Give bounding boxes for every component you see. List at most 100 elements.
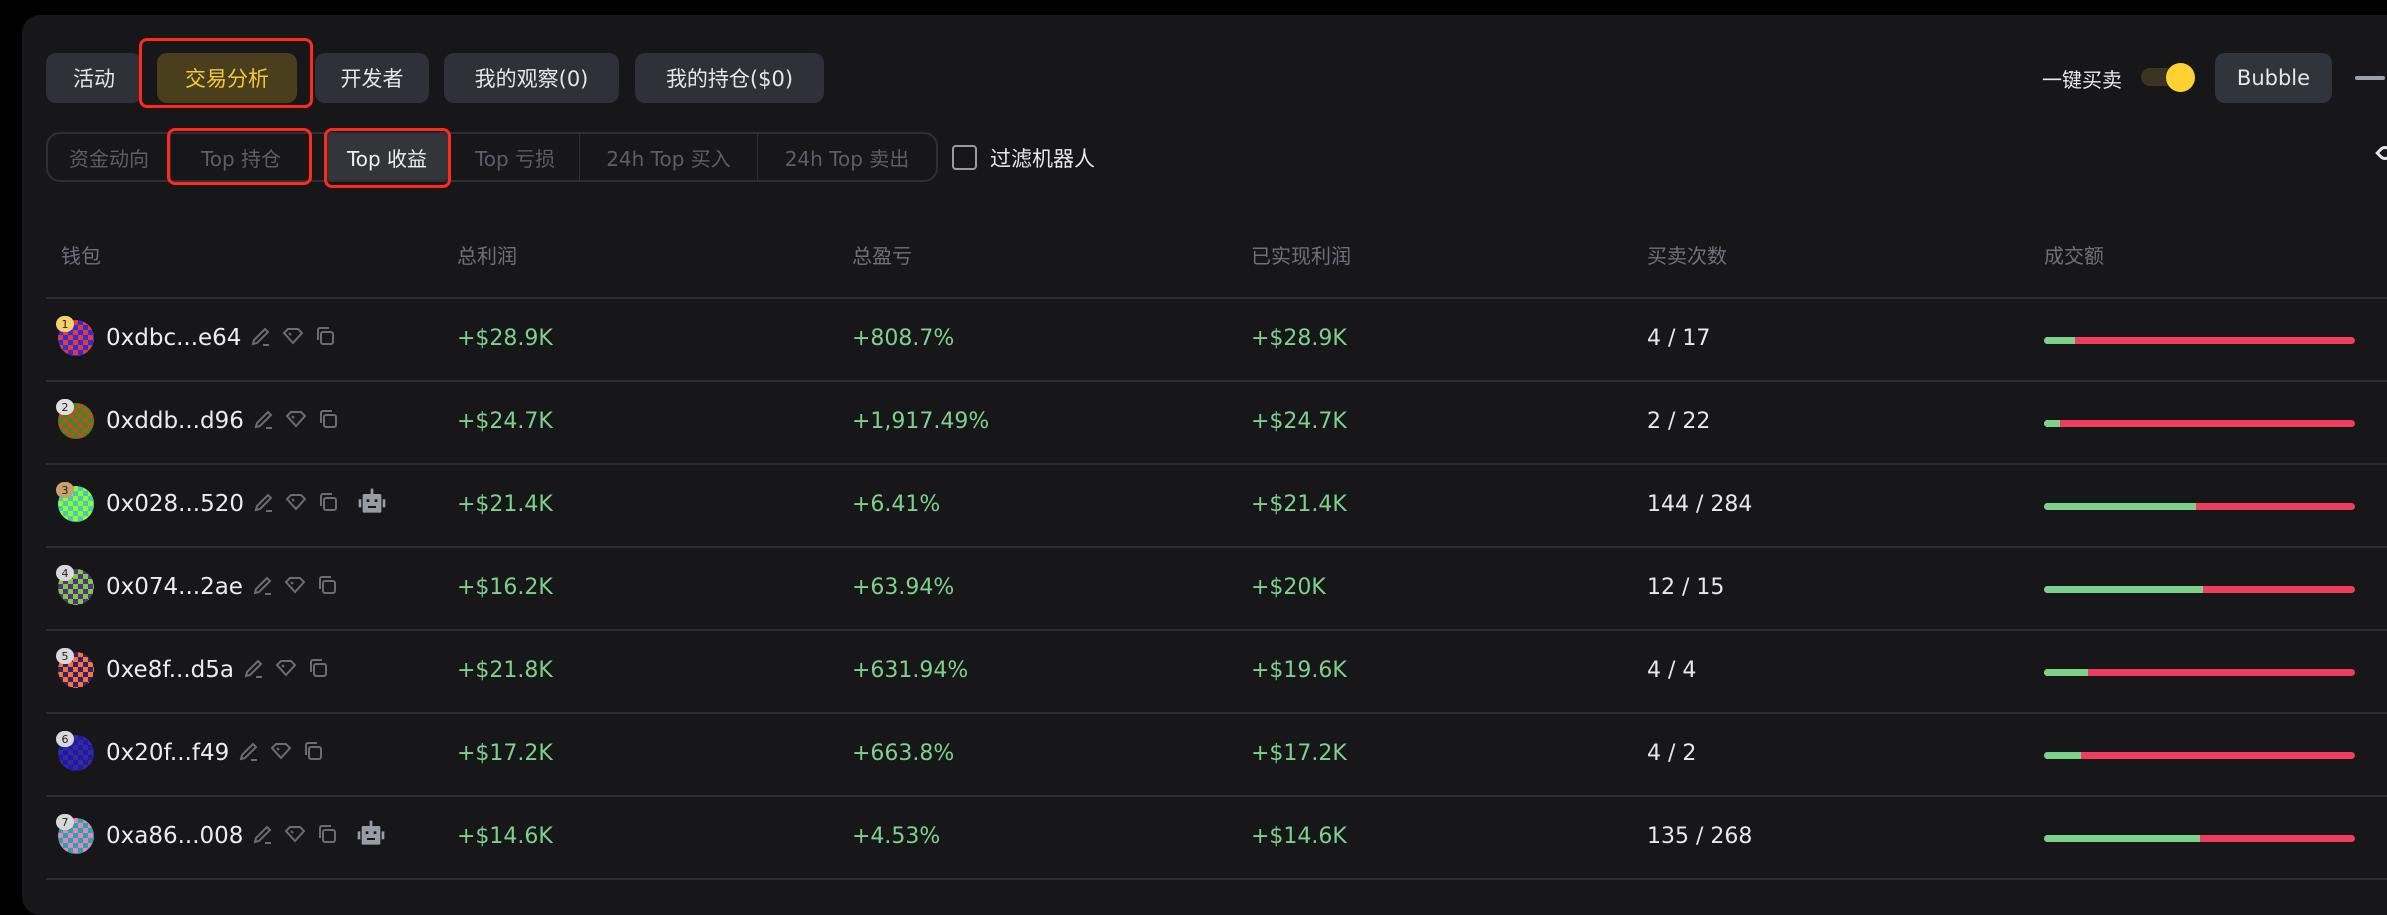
realized-profit: +$24.7K xyxy=(1251,409,1347,434)
wallet-address[interactable]: 0xddb...d96 xyxy=(106,408,244,434)
diamond-icon[interactable] xyxy=(281,324,305,352)
subtab-top-loss[interactable]: Top 亏损 xyxy=(451,134,580,180)
bot-icon xyxy=(348,486,388,522)
header-divider xyxy=(46,297,2387,299)
table-row[interactable]: 1 0xdbc...e64 +$28.9K +808.7% +$28.9K 4 … xyxy=(0,298,2387,382)
bubble-button[interactable]: Bubble xyxy=(2215,53,2332,103)
col-header-total-profit[interactable]: 总利润 xyxy=(457,244,517,268)
col-header-realized-profit[interactable]: 已实现利润 xyxy=(1251,244,1351,268)
tab-developer[interactable]: 开发者 xyxy=(315,53,429,103)
wallet-cell: 6 0x20f...f49 xyxy=(56,731,325,771)
avatar: 1 xyxy=(56,316,94,356)
subtab-top-holdings[interactable]: Top 持仓 xyxy=(171,134,312,180)
edit-icon[interactable] xyxy=(252,407,276,435)
row-divider xyxy=(46,878,2387,880)
total-profit: +$16.2K xyxy=(457,575,553,600)
bot-icon xyxy=(347,818,387,854)
diamond-icon[interactable] xyxy=(283,573,307,601)
wallet-address[interactable]: 0xdbc...e64 xyxy=(106,325,242,351)
trade-count: 4 / 2 xyxy=(1647,741,1697,766)
buy-volume-fill xyxy=(2044,337,2076,344)
edit-icon[interactable] xyxy=(242,656,266,684)
toggle-knob xyxy=(2166,63,2195,92)
trade-count: 4 / 4 xyxy=(1647,658,1697,683)
copy-icon[interactable] xyxy=(306,656,330,684)
diamond-icon[interactable] xyxy=(269,739,293,767)
subtab-fund-flow[interactable]: 资金动向 xyxy=(48,134,171,180)
minimize-icon[interactable] xyxy=(2355,76,2385,80)
copy-icon[interactable] xyxy=(313,324,337,352)
table-row[interactable]: 7 0xa86...008 +$14.6K +4.53% +$14.6K 135… xyxy=(0,796,2387,880)
quick-trade-toggle[interactable] xyxy=(2141,63,2195,92)
volume-bar xyxy=(2044,669,2355,676)
rank-badge: 2 xyxy=(56,399,74,415)
trade-count: 135 / 268 xyxy=(1647,824,1753,849)
total-profit: +$17.2K xyxy=(457,741,553,766)
table-row[interactable]: 2 0xddb...d96 +$24.7K +1,917.49% +$24.7K… xyxy=(0,381,2387,465)
total-pnl: +808.7% xyxy=(852,326,955,351)
row-divider xyxy=(46,712,2387,714)
volume-bar xyxy=(2044,337,2355,344)
col-header-wallet: 钱包 xyxy=(61,244,101,268)
wallet-cell: 2 0xddb...d96 xyxy=(56,399,340,439)
wallet-address[interactable]: 0xa86...008 xyxy=(106,823,244,849)
rank-badge: 6 xyxy=(56,731,74,747)
total-pnl: +631.94% xyxy=(852,658,969,683)
tab-activity[interactable]: 活动 xyxy=(46,53,142,103)
buy-volume-fill xyxy=(2044,420,2060,427)
wallet-address[interactable]: 0x20f...f49 xyxy=(106,740,230,766)
row-divider xyxy=(46,546,2387,548)
row-divider xyxy=(46,380,2387,382)
volume-bar xyxy=(2044,752,2355,759)
row-divider xyxy=(46,795,2387,797)
avatar: 7 xyxy=(56,814,94,854)
edit-icon[interactable] xyxy=(251,573,275,601)
avatar: 5 xyxy=(56,648,94,688)
wallet-address[interactable]: 0xe8f...d5a xyxy=(106,657,235,683)
row-divider xyxy=(46,463,2387,465)
wallet-cell: 4 0x074...2ae xyxy=(56,565,339,605)
copy-icon[interactable] xyxy=(301,739,325,767)
tab-trade-analysis[interactable]: 交易分析 xyxy=(157,53,297,103)
realized-profit: +$20K xyxy=(1251,575,1326,600)
edit-icon[interactable] xyxy=(237,739,261,767)
subtab-24h-top-buy[interactable]: 24h Top 买入 xyxy=(580,134,758,180)
volume-bar xyxy=(2044,420,2355,427)
filter-bots-checkbox[interactable] xyxy=(952,145,977,170)
edit-icon[interactable] xyxy=(249,324,273,352)
subtab-top-profit[interactable]: Top 收益 xyxy=(324,134,451,180)
col-header-volume[interactable]: 成交额 xyxy=(2044,244,2104,268)
trade-count: 144 / 284 xyxy=(1647,492,1753,517)
buy-volume-fill xyxy=(2044,586,2203,593)
total-pnl: +663.8% xyxy=(852,741,955,766)
diamond-icon[interactable] xyxy=(274,656,298,684)
copy-icon[interactable] xyxy=(315,822,339,850)
edit-icon[interactable] xyxy=(251,822,275,850)
wallet-address[interactable]: 0x028...520 xyxy=(106,491,244,517)
tab-my-watchlist[interactable]: 我的观察(0) xyxy=(444,53,619,103)
table-row[interactable]: 6 0x20f...f49 +$17.2K +663.8% +$17.2K 4 … xyxy=(0,713,2387,797)
total-pnl: +63.94% xyxy=(852,575,955,600)
realized-profit: +$17.2K xyxy=(1251,741,1347,766)
realized-profit: +$19.6K xyxy=(1251,658,1347,683)
copy-icon[interactable] xyxy=(316,407,340,435)
col-header-total-pnl[interactable]: 总盈亏 xyxy=(852,244,912,268)
table-row[interactable]: 3 0x028...520 +$21.4K +6.41% +$21.4K 144… xyxy=(0,464,2387,548)
table-row[interactable]: 4 0x074...2ae +$16.2K +63.94% +$20K 12 /… xyxy=(0,547,2387,631)
avatar: 4 xyxy=(56,565,94,605)
table-row[interactable]: 5 0xe8f...d5a +$21.8K +631.94% +$19.6K 4… xyxy=(0,630,2387,714)
buy-volume-fill xyxy=(2044,835,2200,842)
tab-my-holdings[interactable]: 我的持仓($0) xyxy=(635,53,824,103)
edit-icon[interactable] xyxy=(252,490,276,518)
copy-icon[interactable] xyxy=(315,573,339,601)
col-header-trade-count[interactable]: 买卖次数 xyxy=(1647,244,1727,268)
filter-bots-label[interactable]: 过滤机器人 xyxy=(990,147,1095,171)
subtab-24h-top-sell[interactable]: 24h Top 卖出 xyxy=(784,146,910,171)
total-profit: +$28.9K xyxy=(457,326,553,351)
copy-icon[interactable] xyxy=(316,490,340,518)
diamond-icon[interactable] xyxy=(284,407,308,435)
wallet-address[interactable]: 0x074...2ae xyxy=(106,574,243,600)
volume-bar xyxy=(2044,503,2355,510)
diamond-icon[interactable] xyxy=(283,822,307,850)
diamond-icon[interactable] xyxy=(284,490,308,518)
